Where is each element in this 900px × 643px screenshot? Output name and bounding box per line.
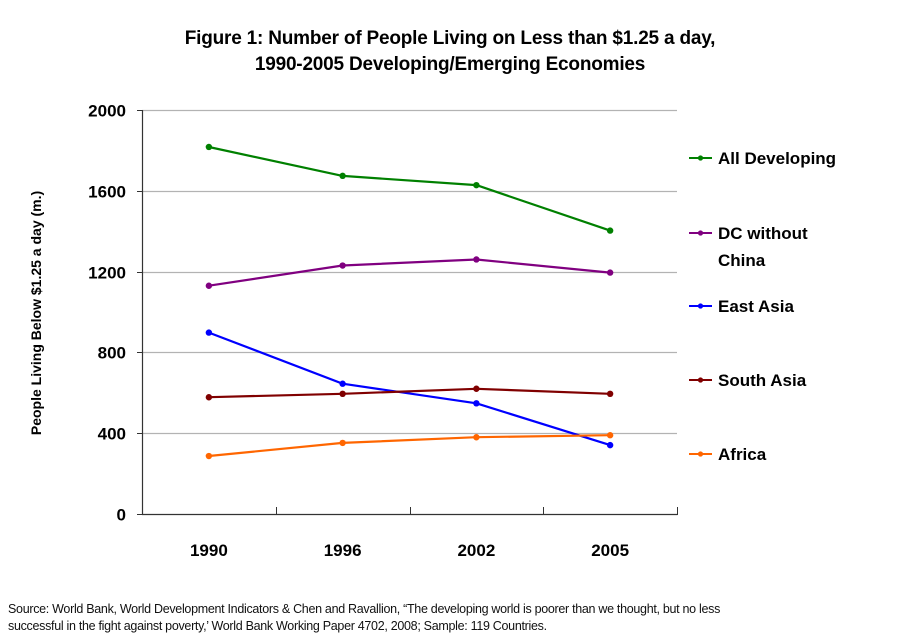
legend-label: All Developing	[718, 149, 836, 168]
data-point	[473, 434, 480, 441]
series-line	[208, 258, 611, 287]
legend-entry: South Asia	[689, 371, 807, 390]
series-africa	[205, 432, 614, 460]
data-point	[205, 143, 213, 151]
gridlines	[142, 109, 677, 435]
x-tick-label: 2005	[591, 541, 629, 560]
legend-label: South Asia	[718, 371, 807, 390]
x-tick-label: 1990	[190, 541, 228, 560]
data-point	[339, 439, 346, 447]
legend-swatch-marker	[697, 451, 704, 457]
legend-entry: All Developing	[689, 149, 836, 168]
data-point	[205, 329, 213, 336]
series-south-asia	[205, 385, 614, 401]
data-point	[606, 432, 614, 439]
legend-entry: Africa	[689, 445, 767, 464]
series-all-developing	[205, 143, 614, 234]
data-point	[606, 227, 614, 234]
chart-subtitle: 1990-2005 Developing/Emerging Economies	[254, 54, 646, 75]
y-tick-label: 1600	[88, 183, 126, 202]
legend-label: DC without	[718, 224, 808, 243]
series	[205, 143, 614, 460]
y-tick-label: 1200	[88, 264, 126, 283]
series-dc-without-china	[205, 256, 614, 289]
source-line-1: Source: World Bank, World Development In…	[8, 602, 721, 616]
data-point	[606, 390, 614, 398]
x-axis-ticks: 1990 1996 2002 2005	[142, 507, 678, 560]
data-point	[339, 172, 346, 180]
data-point	[339, 390, 346, 398]
series-line	[208, 331, 611, 447]
data-point	[205, 452, 213, 460]
legend: All Developing DC without China East Asia So…	[689, 149, 836, 464]
data-point	[606, 269, 614, 276]
data-point	[473, 400, 480, 407]
axes	[141, 110, 678, 516]
y-tick-label: 0	[117, 506, 126, 525]
y-tick-label: 400	[98, 425, 126, 444]
series-line	[208, 145, 611, 232]
y-tick-label: 2000	[88, 102, 126, 121]
legend-swatch-marker	[697, 230, 704, 236]
series-line	[208, 387, 611, 399]
data-point	[473, 256, 480, 263]
data-point	[205, 282, 213, 289]
series-line	[208, 434, 611, 458]
x-tick-label: 2002	[457, 541, 495, 560]
y-tick-label: 800	[98, 344, 126, 363]
data-point	[339, 262, 346, 269]
legend-label: China	[718, 251, 766, 270]
chart-title-block: Figure 1: Number of People Living on Les…	[0, 26, 900, 78]
legend-swatch-marker	[697, 155, 704, 161]
data-point	[205, 394, 213, 401]
series-east-asia	[205, 329, 614, 449]
source-line-2: successful in the fight against poverty,…	[8, 619, 547, 633]
x-tick-label: 1996	[324, 541, 362, 560]
legend-entry: DC without China	[689, 224, 808, 270]
legend-swatch-marker	[697, 377, 704, 383]
data-point	[473, 181, 480, 189]
legend-label: East Asia	[718, 297, 794, 316]
data-point	[473, 385, 480, 392]
data-point	[606, 441, 614, 449]
data-point	[339, 380, 346, 387]
legend-entry: East Asia	[689, 297, 794, 316]
y-axis-ticks: 0 400 800 1200 1600 2000	[88, 102, 142, 525]
chart-title: Figure 1: Number of People Living on Les…	[184, 28, 716, 49]
source-note: Source: World Bank, World Development In…	[8, 601, 888, 635]
y-axis-label: People Living Below $1.25 a day (m.)	[28, 191, 44, 435]
legend-swatch-marker	[697, 303, 704, 309]
legend-label: Africa	[718, 445, 767, 464]
